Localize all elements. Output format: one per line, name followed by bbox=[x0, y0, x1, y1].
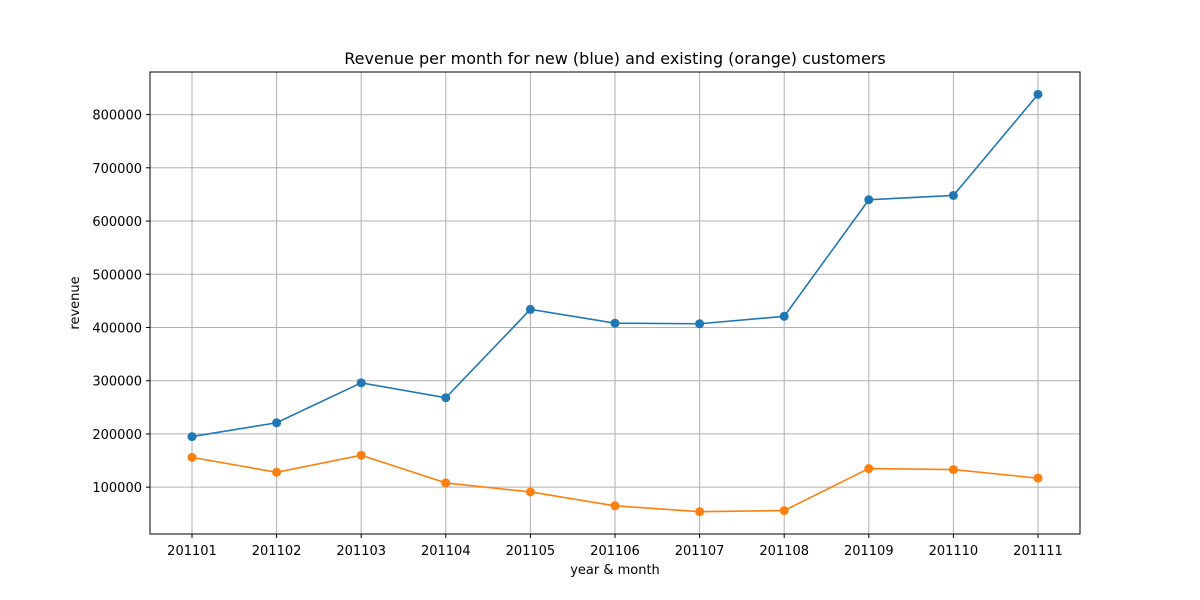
y-tick-label: 200000 bbox=[92, 428, 142, 443]
y-tick-label: 800000 bbox=[92, 109, 142, 124]
y-tick-label: 300000 bbox=[92, 375, 142, 390]
grid bbox=[150, 72, 1080, 534]
y-tick-label: 500000 bbox=[92, 268, 142, 283]
y-tick-label: 100000 bbox=[92, 481, 142, 496]
data-point bbox=[525, 304, 535, 314]
x-tick-label: 201107 bbox=[675, 544, 725, 559]
x-tick-label: 201108 bbox=[759, 544, 809, 559]
data-point bbox=[356, 450, 366, 460]
data-point bbox=[1033, 89, 1043, 99]
y-tick-label: 700000 bbox=[92, 162, 142, 177]
data-point bbox=[1033, 473, 1043, 483]
x-tick-label: 201109 bbox=[844, 544, 894, 559]
data-point bbox=[695, 319, 705, 329]
x-tick-label: 201110 bbox=[929, 544, 979, 559]
x-tick-label: 201101 bbox=[167, 544, 217, 559]
x-tick-label: 201111 bbox=[1013, 544, 1063, 559]
x-axis: 201101 201102 201103 201104 201105 201106 2011… bbox=[167, 534, 1063, 559]
y-tick-label: 400000 bbox=[92, 321, 142, 336]
x-axis-label: year & month bbox=[570, 563, 660, 578]
series-layer bbox=[187, 89, 1043, 517]
chart-title: Revenue per month for new (blue) and exi… bbox=[344, 49, 886, 68]
data-point bbox=[864, 195, 874, 205]
data-point bbox=[187, 432, 197, 442]
data-point bbox=[695, 507, 705, 517]
data-point bbox=[610, 501, 620, 511]
data-point bbox=[525, 487, 535, 497]
data-point bbox=[441, 478, 451, 488]
y-axis: 100000 200000 300000 400000 500000 600000 7000… bbox=[92, 109, 150, 496]
data-point bbox=[356, 378, 366, 388]
x-tick-label: 201106 bbox=[590, 544, 640, 559]
data-point bbox=[779, 311, 789, 321]
data-point bbox=[187, 452, 197, 462]
data-point bbox=[441, 393, 451, 403]
x-tick-label: 201103 bbox=[336, 544, 386, 559]
data-point bbox=[610, 318, 620, 328]
data-point bbox=[864, 464, 874, 474]
x-tick-label: 201102 bbox=[252, 544, 302, 559]
x-tick-label: 201105 bbox=[506, 544, 556, 559]
data-point bbox=[948, 190, 958, 200]
data-point bbox=[272, 467, 282, 477]
data-point bbox=[948, 465, 958, 475]
y-axis-label: revenue bbox=[68, 276, 83, 329]
x-tick-label: 201104 bbox=[421, 544, 471, 559]
data-point bbox=[272, 418, 282, 428]
data-point bbox=[779, 506, 789, 516]
y-tick-label: 600000 bbox=[92, 215, 142, 230]
